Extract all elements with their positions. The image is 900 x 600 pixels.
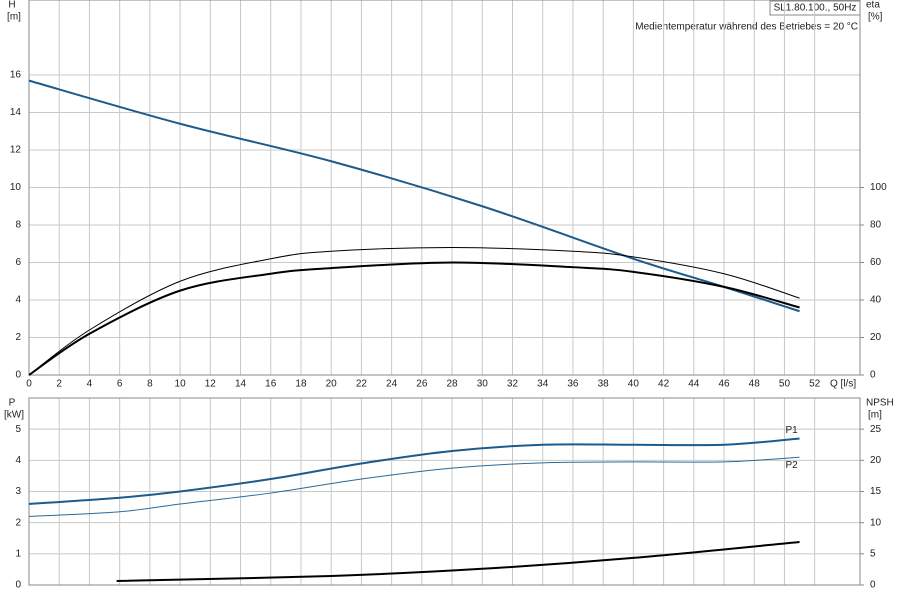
y-tick-label: 16 — [10, 70, 22, 81]
y2-tick-label: 60 — [870, 257, 882, 268]
y2-tick-label: 0 — [870, 370, 876, 381]
y-tick-label: 14 — [10, 107, 22, 118]
x-tick-label: 40 — [628, 379, 640, 390]
x-tick-label: 30 — [477, 379, 489, 390]
y-tick-label: 5 — [15, 424, 21, 435]
chart-subtitle: Medientemperatur während des Betriebes =… — [635, 22, 858, 33]
y2-tick-label: 0 — [870, 580, 876, 591]
y-tick-label: 4 — [15, 295, 21, 306]
x-tick-label: 16 — [265, 379, 277, 390]
x-tick-label: 20 — [326, 379, 338, 390]
x-tick-label: 44 — [688, 379, 700, 390]
y2-axis-unit: [m] — [868, 410, 882, 421]
x-tick-label: 4 — [87, 379, 93, 390]
y2-tick-label: 40 — [870, 295, 882, 306]
y-axis-label: P — [9, 398, 16, 409]
y2-tick-label: 20 — [870, 455, 882, 466]
y-tick-label: 2 — [15, 517, 21, 528]
y-axis-unit: [m] — [7, 12, 21, 23]
y2-tick-label: 25 — [870, 424, 882, 435]
x-tick-label: 8 — [147, 379, 153, 390]
y-tick-label: 6 — [15, 257, 21, 268]
x-tick-label: 36 — [567, 379, 579, 390]
y-axis-label: H — [8, 0, 15, 11]
x-tick-label: 32 — [507, 379, 519, 390]
curve — [28, 261, 800, 376]
x-tick-label: 12 — [205, 379, 217, 390]
x-tick-label: 6 — [117, 379, 123, 390]
x-tick-label: 46 — [718, 379, 730, 390]
y-tick-label: 8 — [15, 220, 21, 231]
y2-tick-label: 15 — [870, 486, 882, 497]
y2-tick-label: 5 — [870, 548, 876, 559]
y2-tick-label: 100 — [870, 182, 887, 193]
x-tick-label: 2 — [56, 379, 62, 390]
curve-label: P1 — [785, 425, 798, 436]
y-tick-label: 1 — [15, 548, 21, 559]
x-tick-label: 24 — [386, 379, 398, 390]
x-tick-label: 34 — [537, 379, 549, 390]
curve — [28, 246, 800, 376]
y-axis-unit: [kW] — [4, 410, 24, 421]
y2-axis-unit: [%] — [868, 12, 883, 23]
x-tick-label: 22 — [356, 379, 368, 390]
x-tick-label: 18 — [295, 379, 307, 390]
curve — [116, 540, 800, 582]
x-tick-label: 38 — [598, 379, 610, 390]
y2-axis-label: NPSH — [866, 398, 894, 409]
y-tick-label: 2 — [15, 332, 21, 343]
y-tick-label: 12 — [10, 145, 22, 156]
curve — [28, 79, 800, 313]
x-tick-label: 42 — [658, 379, 670, 390]
y2-tick-label: 20 — [870, 332, 882, 343]
x-tick-label: 10 — [175, 379, 187, 390]
x-tick-label: 14 — [235, 379, 247, 390]
y-tick-label: 0 — [15, 580, 21, 591]
y-tick-label: 4 — [15, 455, 21, 466]
x-tick-label: 26 — [416, 379, 428, 390]
x-tick-label: 50 — [779, 379, 791, 390]
y-tick-label: 0 — [15, 370, 21, 381]
x-tick-label: 28 — [446, 379, 458, 390]
y2-axis-label: eta — [866, 0, 880, 11]
x-tick-label: 48 — [749, 379, 761, 390]
y-tick-label: 10 — [10, 182, 22, 193]
curve-label: P2 — [785, 460, 798, 471]
curve — [28, 456, 800, 517]
x-tick-label: 52 — [809, 379, 821, 390]
curve — [28, 437, 800, 505]
x-tick-label: 0 — [26, 379, 32, 390]
y-tick-label: 3 — [15, 486, 21, 497]
x-axis-label: Q [l/s] — [830, 379, 856, 390]
y2-tick-label: 80 — [870, 220, 882, 231]
y2-tick-label: 10 — [870, 517, 882, 528]
